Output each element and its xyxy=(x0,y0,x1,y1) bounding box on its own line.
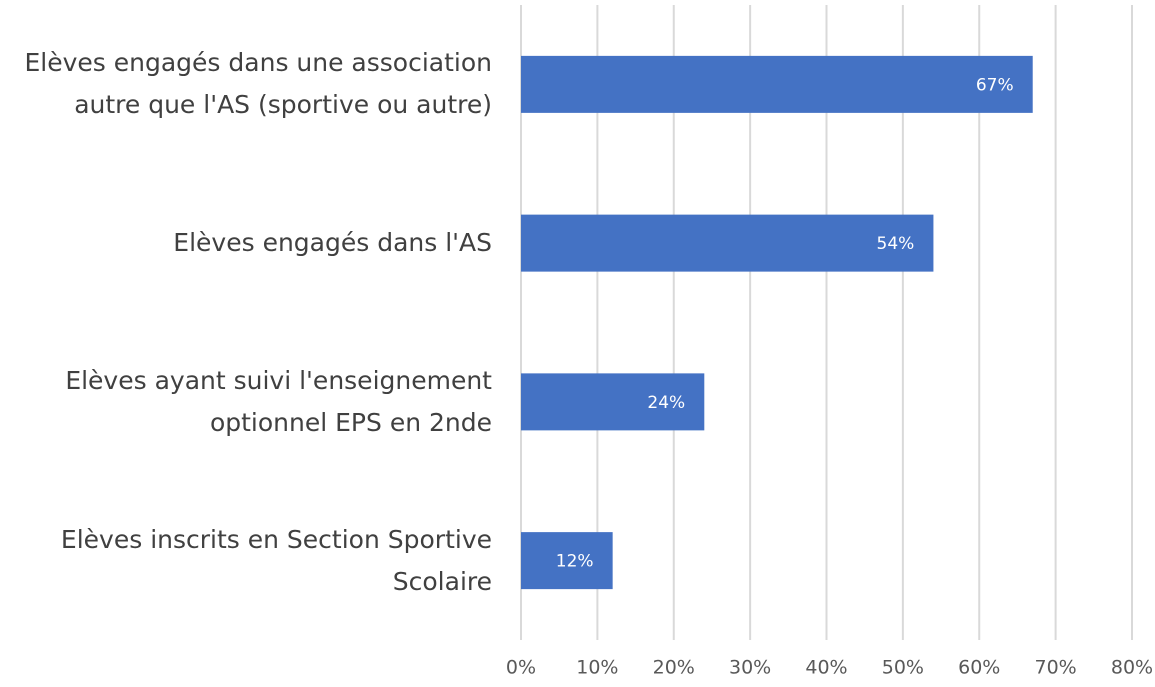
x-tick-label: 50% xyxy=(882,657,924,679)
value-label: 24% xyxy=(647,393,685,413)
category-label: Elèves ayant suivi l'enseignement option… xyxy=(65,365,492,437)
x-tick-label: 70% xyxy=(1035,657,1077,679)
category-label: Elèves inscrits en Section Sportive Scol… xyxy=(60,524,492,596)
value-label: 67% xyxy=(976,75,1014,95)
value-label: 12% xyxy=(556,552,594,572)
x-tick-label: 0% xyxy=(506,657,536,679)
bar xyxy=(521,55,1033,113)
x-tick-label: 40% xyxy=(805,657,847,679)
x-tick-label: 80% xyxy=(1111,657,1153,679)
x-tick-label: 60% xyxy=(958,657,1000,679)
x-tick-label: 10% xyxy=(576,657,618,679)
x-tick-label: 30% xyxy=(729,657,771,679)
category-label: Elèves engagés dans l'AS xyxy=(173,228,492,258)
x-tick-label: 20% xyxy=(653,657,695,679)
bar xyxy=(521,532,613,590)
value-label: 54% xyxy=(877,234,915,254)
bar xyxy=(521,214,934,272)
category-label: Elèves engagés dans une association autr… xyxy=(24,48,493,120)
bar xyxy=(521,373,705,431)
